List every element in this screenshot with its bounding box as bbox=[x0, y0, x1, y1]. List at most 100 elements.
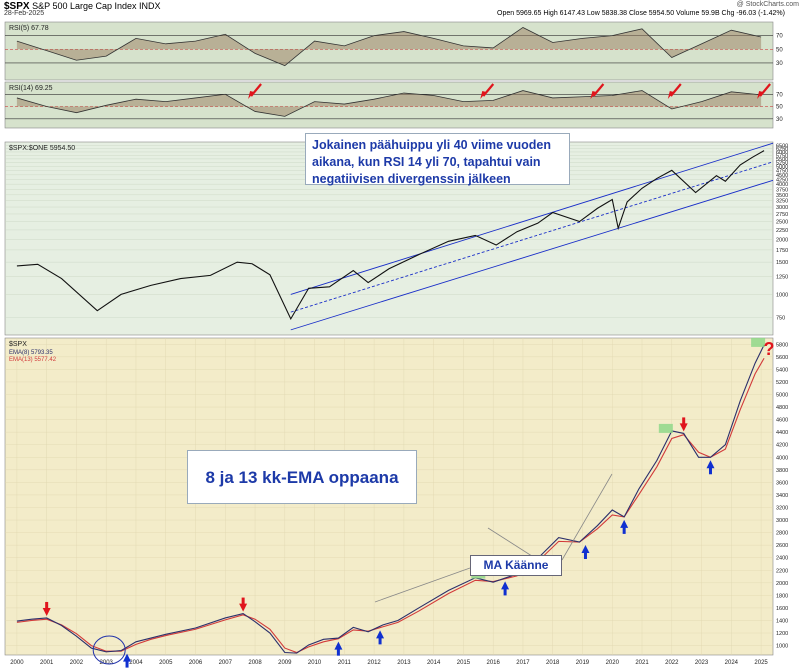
price-title: $SPX:$ONE 5954.50 bbox=[9, 145, 75, 152]
x-tick-label: 2018 bbox=[546, 660, 560, 666]
sell-arrow-2 bbox=[679, 423, 688, 432]
price-tick-label: 1500 bbox=[776, 260, 788, 266]
question-mark: ? bbox=[764, 339, 775, 359]
buy-arrow-5-shaft bbox=[622, 526, 626, 534]
buy-arrow-0-shaft bbox=[125, 660, 129, 668]
price-line bbox=[16, 150, 765, 321]
ema-tick-label: 1000 bbox=[776, 644, 788, 650]
sell-arrow-1 bbox=[239, 603, 248, 612]
ema-tick-label: 5200 bbox=[776, 380, 788, 386]
price-tick-label: 2000 bbox=[776, 237, 788, 243]
rsi5-tick-label: 50 bbox=[776, 47, 783, 53]
price-tick-label: 6250 bbox=[776, 147, 788, 153]
price-tick-label: 750 bbox=[776, 315, 785, 321]
price-tick-label: 2250 bbox=[776, 228, 788, 234]
price-tick-label: 5750 bbox=[776, 153, 788, 159]
ma-pointer-line bbox=[561, 473, 613, 561]
divergence-arrowhead-4 bbox=[757, 91, 764, 99]
rsi5-area bbox=[16, 27, 762, 66]
ema-tick-label: 3600 bbox=[776, 480, 788, 486]
buy-arrow-3-shaft bbox=[503, 588, 507, 596]
ema-title: $SPX bbox=[9, 341, 27, 348]
price-tick-label: 3000 bbox=[776, 205, 788, 211]
x-tick-label: 2025 bbox=[754, 660, 768, 666]
rsi5-panel bbox=[4, 21, 774, 81]
divergence-arrow-0 bbox=[250, 83, 262, 97]
ema-tick-label: 3200 bbox=[776, 505, 788, 511]
price-tick-label: 3750 bbox=[776, 187, 788, 193]
price-channel-mid-line bbox=[290, 161, 774, 313]
ema-tick-label: 3000 bbox=[776, 518, 788, 524]
ema-tick-label: 1200 bbox=[776, 631, 788, 637]
ema-tick-label: 5400 bbox=[776, 367, 788, 373]
price-channel-upper-line bbox=[290, 142, 774, 295]
peak-highlight-1 bbox=[658, 423, 673, 433]
sell-arrow-0-shaft bbox=[45, 601, 49, 609]
divergence-arrowhead-3 bbox=[667, 91, 674, 99]
rsi14-tick-label: 70 bbox=[776, 92, 783, 98]
divergence-arrow-2 bbox=[592, 83, 605, 97]
price-tick-label: 3250 bbox=[776, 199, 788, 205]
chart-date: 28-Feb-2025 bbox=[4, 10, 45, 17]
price-tick-label: 4000 bbox=[776, 182, 788, 188]
ema-tick-label: 5600 bbox=[776, 355, 788, 361]
price-tick-label: 4500 bbox=[776, 173, 788, 179]
ma-pointer-line bbox=[374, 567, 471, 603]
rsi14-tick-label: 50 bbox=[776, 105, 783, 111]
ema-tick-label: 5800 bbox=[776, 342, 788, 348]
rsi5-title: RSI(5) 67.78 bbox=[9, 25, 49, 32]
divergence-arrowhead-1 bbox=[480, 91, 487, 99]
price-tick-label: 1000 bbox=[776, 292, 788, 298]
x-tick-label: 2015 bbox=[457, 660, 471, 666]
price-tick-label: 3500 bbox=[776, 193, 788, 199]
sell-arrow-0 bbox=[42, 607, 51, 616]
peak-highlight-2 bbox=[751, 337, 766, 347]
x-tick-label: 2022 bbox=[665, 660, 679, 666]
price-tick-label: 4750 bbox=[776, 169, 788, 175]
ema-tick-label: 2800 bbox=[776, 531, 788, 537]
ema-tick-label: 1600 bbox=[776, 606, 788, 612]
x-tick-label: 2019 bbox=[576, 660, 590, 666]
price-tick-label: 5250 bbox=[776, 161, 788, 167]
ema-tick-label: 2000 bbox=[776, 581, 788, 587]
buy-arrow-6-shaft bbox=[708, 467, 712, 475]
buy-arrow-0 bbox=[123, 653, 132, 662]
bottom-circle bbox=[92, 635, 126, 665]
ema-tick-label: 4000 bbox=[776, 455, 788, 461]
divergence-arrow-3 bbox=[669, 83, 682, 97]
rsi5-tick-label: 30 bbox=[776, 61, 783, 67]
ema-tick-label: 2200 bbox=[776, 568, 788, 574]
price-tick-label: 6000 bbox=[776, 150, 788, 156]
price-tick-label: 4250 bbox=[776, 177, 788, 183]
ema-guide-annotation: 8 ja 13 kk-EMA oppaana bbox=[187, 450, 417, 504]
ema-tick-label: 4400 bbox=[776, 430, 788, 436]
x-tick-label: 2012 bbox=[367, 660, 381, 666]
ema-tick-label: 1400 bbox=[776, 618, 788, 624]
chart-header: $SPX S&P 500 Large Cap Index INDX 28-Feb… bbox=[0, 0, 803, 22]
x-tick-label: 2016 bbox=[487, 660, 501, 666]
rsi14-title: RSI(14) 69.25 bbox=[9, 85, 53, 92]
ema13-line bbox=[16, 358, 765, 654]
rsi14-tick-label: 30 bbox=[776, 117, 783, 123]
x-tick-label: 2008 bbox=[248, 660, 262, 666]
price-tick-label: 1750 bbox=[776, 248, 788, 254]
x-tick-label: 2002 bbox=[70, 660, 84, 666]
quote-line: Open 5969.65 High 6147.43 Low 5838.38 Cl… bbox=[497, 10, 785, 17]
ema-tick-label: 3400 bbox=[776, 493, 788, 499]
x-tick-label: 2010 bbox=[308, 660, 322, 666]
ema8-line bbox=[16, 344, 765, 654]
ema-tick-label: 5000 bbox=[776, 392, 788, 398]
buy-arrow-6 bbox=[706, 460, 715, 469]
x-tick-label: 2005 bbox=[159, 660, 173, 666]
ema-tick-label: 3800 bbox=[776, 468, 788, 474]
x-tick-label: 2011 bbox=[338, 660, 352, 666]
buy-arrow-2-shaft bbox=[378, 637, 382, 645]
divergence-arrowhead-0 bbox=[248, 91, 255, 99]
buy-arrow-4-shaft bbox=[583, 552, 587, 560]
ema-tick-label: 2400 bbox=[776, 556, 788, 562]
x-tick-label: 2009 bbox=[278, 660, 292, 666]
buy-arrow-4 bbox=[581, 545, 590, 554]
buy-arrow-1-shaft bbox=[336, 648, 340, 656]
sell-arrow-2-shaft bbox=[682, 417, 686, 425]
price-tick-label: 6500 bbox=[776, 144, 788, 150]
